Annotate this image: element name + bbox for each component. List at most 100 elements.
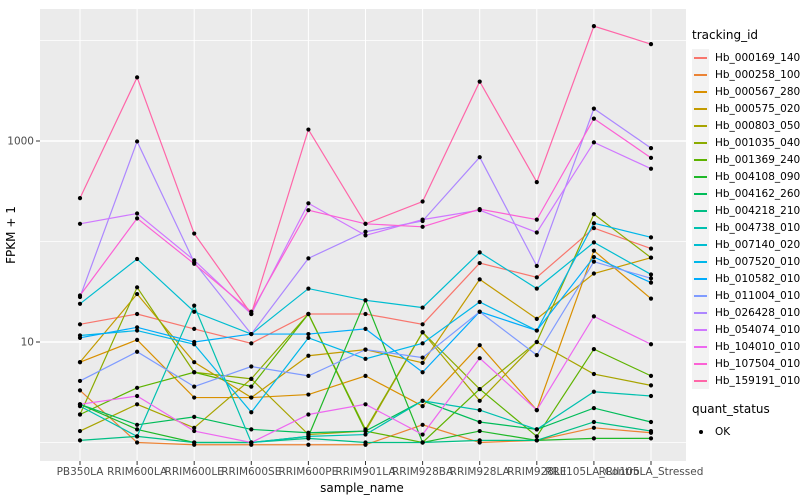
data-point [77, 322, 83, 327]
data-point [420, 217, 425, 222]
legend-line-swatch [694, 124, 707, 127]
data-point [477, 428, 482, 434]
legend-items-tracking-id: Hb_000169_140 Hb_000258_100 Hb_000567_280 H… [692, 49, 800, 389]
legend-item-label: Hb_026428_010 [715, 306, 800, 319]
legend-items-quant-status: OK [692, 423, 798, 440]
legend-key [692, 168, 709, 185]
legend-key [692, 66, 709, 83]
data-point [249, 311, 254, 317]
legend-key [692, 83, 709, 100]
legend-key [692, 355, 709, 372]
data-point [363, 311, 368, 317]
data-point [420, 398, 425, 403]
data-point [534, 286, 539, 291]
data-point [135, 385, 140, 390]
legend-item: Hb_011004_010 [692, 287, 800, 304]
data-point [591, 106, 597, 111]
x-tick-label: RRIM901LA [335, 466, 396, 478]
data-point [648, 166, 654, 171]
data-point [306, 208, 311, 213]
data-point [192, 309, 197, 314]
legend-item: Hb_026428_010 [692, 304, 800, 321]
data-point [420, 440, 425, 445]
data-point [192, 370, 197, 375]
legend-line-swatch [694, 73, 707, 76]
data-point [306, 286, 311, 291]
data-point [648, 145, 654, 151]
legend-line-swatch [694, 328, 707, 331]
data-point [648, 246, 654, 251]
data-point [249, 341, 254, 346]
data-point [648, 42, 654, 47]
data-point [77, 438, 83, 443]
data-point [363, 221, 368, 226]
legend-item-label: Hb_000258_100 [715, 68, 800, 81]
legend-item: Hb_000803_050 [692, 117, 800, 134]
x-tick-label: RRIM600LA [107, 466, 168, 478]
legend-key [692, 236, 709, 253]
data-point [534, 434, 539, 439]
data-point [363, 432, 368, 437]
data-point [306, 335, 311, 340]
x-tick-label: PB350LA [57, 466, 105, 478]
data-point [306, 353, 311, 358]
data-point [363, 298, 368, 303]
legend-item: Hb_004738_010 [692, 219, 800, 236]
data-point [192, 384, 197, 389]
legend-key [692, 304, 709, 321]
data-point [420, 360, 425, 365]
legend-title-quant-status: quant_status [692, 402, 770, 416]
data-point [77, 221, 83, 226]
data-point [420, 355, 425, 360]
legend-key [692, 134, 709, 151]
data-point [192, 414, 197, 419]
legend-key [692, 270, 709, 287]
data-point [363, 402, 368, 407]
data-point [192, 258, 197, 263]
legend-line-swatch [694, 141, 707, 144]
legend-line-swatch [694, 260, 707, 263]
data-point [591, 436, 597, 441]
data-point [477, 207, 482, 212]
data-point [534, 263, 539, 269]
data-point [591, 140, 597, 145]
data-point [534, 408, 539, 413]
data-point [249, 331, 254, 337]
data-point [249, 384, 254, 389]
data-point [591, 346, 597, 352]
data-point [534, 217, 539, 222]
data-point [363, 440, 368, 445]
legend-item: Hb_000567_280 [692, 83, 800, 100]
data-point [420, 370, 425, 375]
x-tick-label: RRIM600SE [221, 466, 281, 478]
data-point [363, 347, 368, 352]
legend-item: Hb_010582_010 [692, 270, 800, 287]
legend-item: Hb_007520_010 [692, 253, 800, 270]
data-point [648, 235, 654, 240]
data-point [534, 427, 539, 432]
data-point [477, 408, 482, 413]
data-point [648, 276, 654, 281]
data-point [648, 272, 654, 277]
data-point [477, 356, 482, 361]
data-point [648, 383, 654, 388]
data-point [420, 224, 425, 229]
data-point [477, 79, 482, 84]
legend-item: Hb_000169_140 [692, 49, 800, 66]
data-point [135, 422, 140, 427]
data-point [477, 419, 482, 425]
legend-line-swatch [694, 294, 707, 297]
data-point [135, 349, 140, 354]
data-point [420, 422, 425, 427]
data-point [648, 393, 654, 399]
legend-key [692, 49, 709, 66]
data-point [534, 230, 539, 235]
legend-item: Hb_104010_010 [692, 338, 800, 355]
data-point [249, 410, 254, 415]
data-point [591, 221, 597, 226]
data-point [648, 419, 654, 425]
data-point [306, 430, 311, 435]
data-point [77, 335, 83, 340]
legend-key [692, 253, 709, 270]
legend-key [692, 372, 709, 389]
